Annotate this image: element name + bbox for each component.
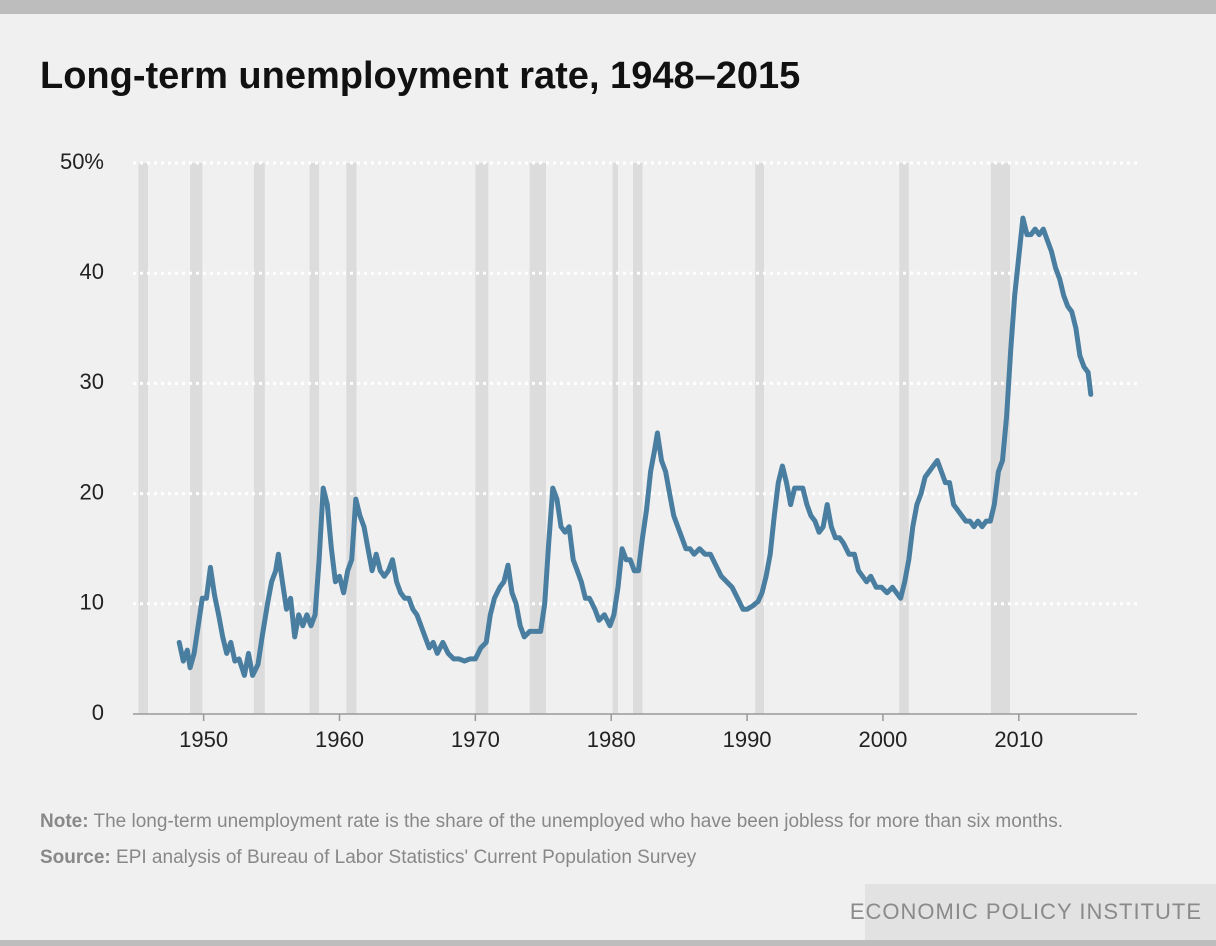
line	[176, 215, 1094, 678]
x-tick-label: 1950	[179, 727, 228, 752]
recession-band	[612, 163, 619, 714]
recession-band	[138, 163, 148, 714]
brand-box	[865, 884, 1216, 940]
x-tick-label: 1970	[451, 727, 500, 752]
source-text: EPI analysis of Bureau of Labor Statisti…	[116, 847, 697, 868]
source: Source: EPI analysis of Bureau of Labor …	[40, 847, 697, 868]
note-text: The long-term unemployment rate is the s…	[94, 811, 1064, 832]
y-tick-label: 10	[80, 590, 104, 615]
y-tick-label: 40	[80, 259, 104, 284]
recession-band	[899, 163, 909, 714]
plot-area: 0 10 20 30 40 50% 1950 1960 1970 1980 1990 2000 2010	[60, 149, 1137, 752]
top-bar	[0, 0, 1216, 14]
y-tick-label: 30	[80, 369, 104, 394]
recession-band	[529, 163, 547, 714]
recession-band	[990, 163, 1010, 714]
x-tick-label: 1980	[587, 727, 636, 752]
recession-band	[632, 163, 643, 714]
recession-band	[475, 163, 489, 714]
y-tick-label: 0	[92, 700, 104, 725]
recession-band	[253, 163, 265, 714]
recession-band	[190, 163, 203, 714]
recession-band	[346, 163, 357, 714]
y-tick-label: 20	[80, 479, 104, 504]
recession-band	[309, 163, 320, 714]
x-tick-label: 2010	[994, 727, 1043, 752]
note-label: Note:	[40, 811, 89, 832]
recession-band	[755, 163, 765, 714]
source-label: Source:	[40, 847, 111, 868]
note: Note: The long-term unemployment rate is…	[40, 811, 1063, 832]
x-tick-label: 1960	[315, 727, 364, 752]
chart-title: Long-term unemployment rate, 1948–2015	[40, 55, 800, 97]
bottom-bar	[0, 940, 1216, 946]
x-tick-label: 1990	[723, 727, 772, 752]
brand: ECONOMIC POLICY INSTITUTE	[850, 899, 1202, 924]
y-tick-label: 50%	[60, 149, 104, 174]
x-tick-label: 2000	[858, 727, 907, 752]
